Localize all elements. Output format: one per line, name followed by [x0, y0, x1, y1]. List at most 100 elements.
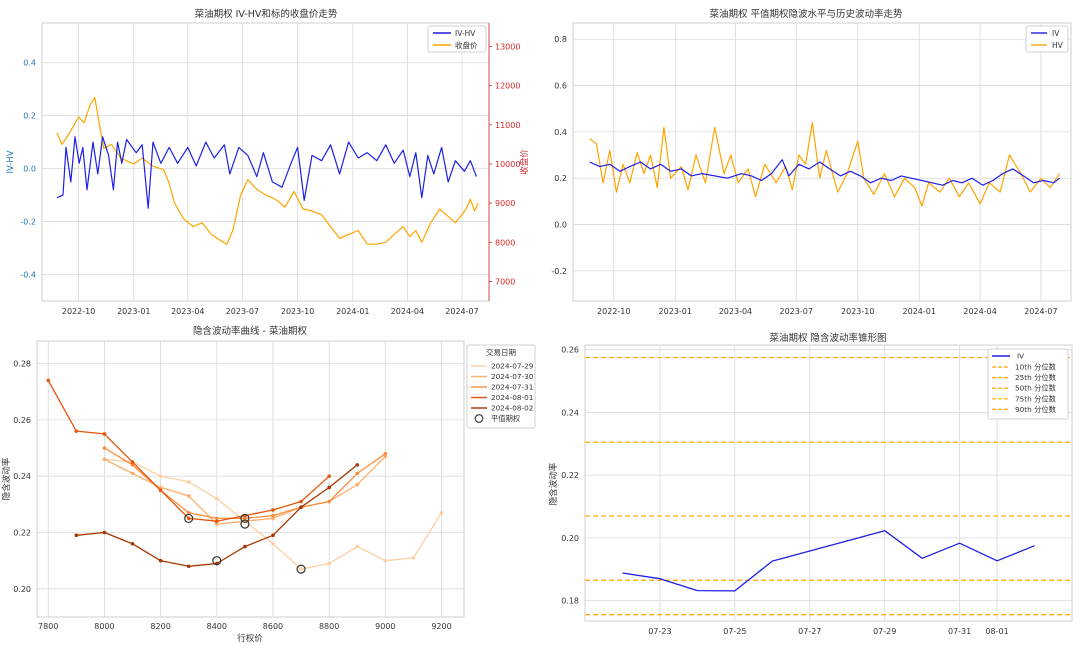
x-tick-label: 07-23 [648, 627, 671, 636]
legend-label: 2024-07-30 [491, 372, 534, 381]
atm-marker [240, 519, 250, 529]
smile-point [271, 516, 275, 521]
x-tick-label: 07-27 [798, 627, 821, 636]
y-right-tick-label: 13000 [495, 42, 520, 51]
smile-point [299, 567, 303, 571]
smile-point [130, 463, 135, 467]
panel-1-y-axis-label: IV-HV [6, 150, 16, 173]
legend-label-atm: 平值期权 [491, 414, 521, 423]
x-tick-label: 07-25 [723, 627, 746, 636]
panel-3-x-ticks: 7800 8000 8200 8400 8600 8800 9000 9200 [38, 622, 452, 631]
y-tick-label: 0.4 [554, 128, 567, 137]
smile-line [104, 447, 386, 520]
atm-marker [240, 513, 250, 524]
x-tick-label: 2023-10 [841, 307, 874, 316]
smile-point [299, 505, 303, 509]
y-right-tick-label: 12000 [495, 82, 520, 91]
smile-point [327, 561, 331, 566]
x-tick-label: 2023-07 [780, 307, 813, 316]
panel-4-y-axis-label: 隐含波动率 [548, 462, 559, 505]
panel-2-title: 菜油期权 平值期权隐波水平与历史波动率走势 [709, 8, 903, 20]
smile-point [186, 494, 191, 498]
smile-point [102, 446, 107, 450]
legend-label-iv-hv: IV-HV [455, 29, 476, 38]
panel-3-series [46, 378, 444, 574]
panel-3-y-ticks: 0.20 0.22 0.24 0.26 0.28 [13, 360, 31, 594]
smile-point [130, 541, 135, 546]
smile-point [130, 471, 135, 476]
y-tick-label: 0.4 [23, 59, 36, 68]
x-tick-label: 2024-07 [445, 307, 478, 316]
panel-4-x-ticks: 07-23 07-25 07-27 07-29 07-31 08-01 [648, 627, 1008, 636]
panel-3-legend: 交易日期 2024-07-292024-07-302024-07-312024-… [466, 344, 536, 429]
smile-point [102, 457, 107, 462]
smile-point [271, 513, 275, 518]
y-right-tick-label: 11000 [495, 121, 520, 130]
y-right-tick-label: 8000 [495, 238, 515, 247]
panel-volatility-smile: 隐含波动率曲线 - 菜油期权 7800 8000 8200 8400 8600 8800 9… [1, 325, 536, 644]
smile-point [214, 519, 219, 524]
series-line-iv-hv [56, 136, 477, 209]
panel-1-y-axis-label-right: 收盘价 [519, 149, 530, 175]
smile-point [355, 463, 360, 467]
x-tick-label: 07-29 [873, 627, 896, 636]
panel-1-x-ticks: 2022-10 2023-01 2023-04 2023-07 2023-10 2024-… [62, 307, 479, 316]
panel-2-legend: IV HV [1025, 25, 1069, 53]
x-tick-label: 7800 [38, 622, 58, 631]
panel-volatility-cone: 菜油期权 隐含波动率锥形图 07-23 07-25 07-27 07-29 07-31 0… [548, 332, 1073, 636]
smile-point [271, 533, 275, 538]
smile-point [271, 508, 275, 512]
legend-label: 2024-08-01 [491, 393, 533, 402]
smile-point [383, 451, 388, 456]
legend-label: 2024-08-02 [491, 404, 533, 413]
panel-1-legend: IV-HV 收盘价 [427, 25, 487, 53]
smile-point [214, 496, 219, 501]
smile-point [299, 499, 303, 504]
panel-3-grid [37, 341, 464, 617]
smile-point [271, 541, 275, 546]
y-right-tick-label: 10000 [495, 160, 520, 169]
x-tick-label: 2024-04 [963, 307, 996, 316]
legend-label-iv: IV [1052, 29, 1060, 38]
panel-3-frame [36, 340, 465, 618]
y-tick-label: 0.24 [561, 408, 579, 417]
smile-point [158, 488, 163, 493]
x-tick-label: 2022-10 [597, 307, 630, 316]
legend-atm-marker [474, 414, 484, 423]
y-tick-label: -0.4 [20, 271, 36, 280]
panel-4-frame [584, 344, 1073, 622]
legend-label-iv: IV [1017, 352, 1024, 361]
legend-label: 2024-07-31 [491, 383, 533, 392]
legend-label-hv: HV [1052, 41, 1064, 50]
y-tick-label: 0.18 [561, 597, 579, 606]
smile-point [46, 378, 51, 383]
smile-point [355, 471, 360, 476]
legend-label-percentile: 75th 分位数 [1015, 394, 1057, 403]
x-tick-label: 8000 [94, 622, 114, 631]
panel-2-x-ticks: 2022-10 2023-01 2023-04 2023-07 2023-10 2024-… [597, 307, 1058, 316]
legend-label-percentile: 25th 分位数 [1015, 373, 1057, 382]
x-tick-label: 2023-01 [117, 307, 150, 316]
x-tick-label: 2023-07 [226, 307, 259, 316]
legend-label: 2024-07-29 [491, 362, 534, 371]
x-tick-label: 8800 [319, 622, 339, 631]
panel-iv-vs-hv: 菜油期权 平值期权隐波水平与历史波动率走势 2022-10 2023-01 2023… [551, 8, 1072, 316]
panel-2-frame [572, 22, 1072, 302]
y-tick-label: -0.2 [20, 218, 36, 227]
y-tick-label: 0.2 [23, 112, 36, 121]
panel-iv-hv-close: 菜油期权 IV-HV和标的收盘价走势 2022-10 2023-01 2023-04… [6, 8, 530, 316]
smile-point [327, 499, 331, 504]
panel-2-grid [573, 23, 1071, 301]
smile-point [74, 429, 79, 433]
x-tick-label: 2024-01 [903, 307, 936, 316]
y-tick-label: 0.24 [13, 472, 31, 481]
y-tick-label: 0.26 [13, 416, 31, 425]
y-right-tick-label: 7000 [495, 277, 515, 286]
smile-point [243, 516, 247, 521]
panel-4-title: 菜油期权 隐含波动率锥形图 [769, 332, 886, 344]
series-line-iv [589, 159, 1060, 186]
x-tick-label: 9200 [431, 622, 451, 631]
smile-point [439, 510, 444, 515]
smile-point [186, 516, 191, 521]
